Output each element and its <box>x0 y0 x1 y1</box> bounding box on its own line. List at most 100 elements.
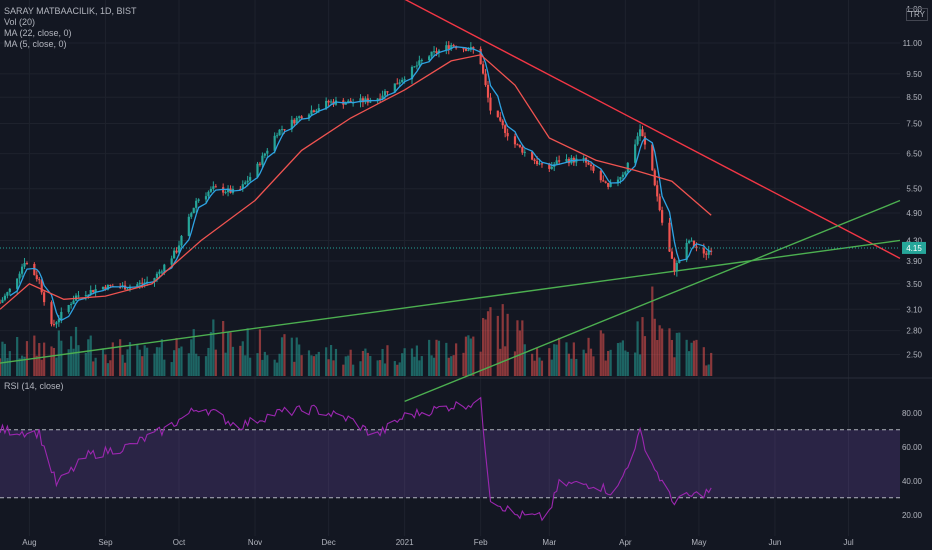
volume-bar <box>278 353 281 376</box>
volume-bar <box>553 344 556 376</box>
volume-bar <box>558 337 561 376</box>
candle-body <box>396 83 399 85</box>
candle-body <box>496 110 499 118</box>
volume-bar <box>403 348 406 376</box>
candle-body <box>582 157 585 159</box>
candle-body <box>516 144 519 146</box>
ma22-legend[interactable]: MA (22, close, 0) <box>4 28 72 38</box>
volume-bar <box>656 339 659 376</box>
ma5-legend[interactable]: MA (5, close, 0) <box>4 39 67 49</box>
candle-body <box>531 151 534 160</box>
volume-bar <box>707 364 710 376</box>
candle-body <box>197 199 200 201</box>
candle-body <box>383 91 387 96</box>
candle-body <box>445 45 448 51</box>
volume-bar <box>146 347 149 376</box>
candle-body <box>43 292 46 303</box>
candle-body <box>450 45 453 50</box>
candle-body <box>347 100 350 103</box>
volume-bar <box>455 343 458 376</box>
candle-body <box>276 135 279 137</box>
volume-bar <box>126 349 129 376</box>
candle-body <box>668 222 671 252</box>
volume-bar <box>489 307 492 376</box>
candle-body <box>3 295 7 300</box>
volume-bar <box>138 349 141 376</box>
volume-bar <box>295 337 298 376</box>
candle-body <box>23 263 26 267</box>
candle-body <box>298 116 301 118</box>
volume-bar <box>25 341 29 376</box>
candle-body <box>379 98 382 100</box>
volume-bar <box>447 357 450 376</box>
candle-body <box>195 200 198 208</box>
candle-body <box>658 196 661 211</box>
candle-body <box>212 186 215 189</box>
volume-bar <box>661 328 664 376</box>
candle-body <box>634 144 637 163</box>
volume-bar <box>523 344 526 376</box>
volume-bar <box>550 359 553 376</box>
candle-body <box>535 160 539 165</box>
volume-bar <box>567 353 571 376</box>
volume-bar <box>638 354 642 376</box>
volume-bar <box>619 342 622 376</box>
volume-bar <box>585 353 588 376</box>
volume-bar <box>111 342 114 376</box>
volume-bar <box>435 339 438 376</box>
candle-body <box>204 196 208 200</box>
volume-bar <box>33 335 36 376</box>
candle-body <box>38 279 41 281</box>
candle-body <box>18 273 21 279</box>
candle-body <box>153 278 156 282</box>
volume-bar <box>516 320 519 376</box>
volume-bar <box>170 362 173 376</box>
candle-body <box>8 288 11 293</box>
volume-bar <box>249 357 252 376</box>
volume-bar <box>153 353 156 376</box>
candle-body <box>1 299 4 303</box>
volume-bar <box>160 339 163 376</box>
volume-bar <box>89 335 92 376</box>
candle-body <box>420 60 423 62</box>
time-tick-label: Jun <box>768 538 781 547</box>
rsi-title[interactable]: RSI (14, close) <box>4 381 64 391</box>
candle-body <box>283 129 286 131</box>
symbol-title[interactable]: SARAY MATBAACILIK, 1D, BIST <box>4 6 137 16</box>
candle-body <box>432 51 436 53</box>
candle-body <box>293 119 296 124</box>
time-tick-label: 2021 <box>396 538 414 547</box>
time-tick-label: Aug <box>22 538 36 547</box>
volume-legend[interactable]: Vol (20) <box>4 17 36 27</box>
volume-bar <box>604 360 607 376</box>
volume-bar <box>621 340 624 376</box>
volume-bar <box>222 321 225 376</box>
currency-badge[interactable]: TRY <box>906 8 928 21</box>
candle-body <box>695 246 698 249</box>
volume-bar <box>197 356 200 376</box>
candle-body <box>278 129 281 136</box>
volume-bar <box>87 339 90 376</box>
volume-bar <box>317 351 320 376</box>
candle-body <box>67 305 70 312</box>
candle-body <box>72 300 75 305</box>
candle-body <box>190 213 193 217</box>
candle-body <box>641 129 644 137</box>
candle-body <box>175 250 178 253</box>
candle-body <box>25 263 29 265</box>
volume-bar <box>136 343 139 376</box>
candle-body <box>587 162 590 165</box>
time-tick-label: Dec <box>321 538 335 547</box>
price-tick-label: 4.90 <box>906 209 922 218</box>
volume-bar <box>190 339 193 376</box>
volume-bar <box>484 319 487 376</box>
candle-body <box>607 182 610 187</box>
ma5-line <box>9 46 712 322</box>
volume-bar <box>501 304 504 376</box>
candle-body <box>361 98 365 103</box>
time-tick-label: Feb <box>474 538 488 547</box>
volume-bar <box>479 351 482 376</box>
candle-body <box>101 286 105 290</box>
price-tick-label: 8.50 <box>906 93 922 102</box>
